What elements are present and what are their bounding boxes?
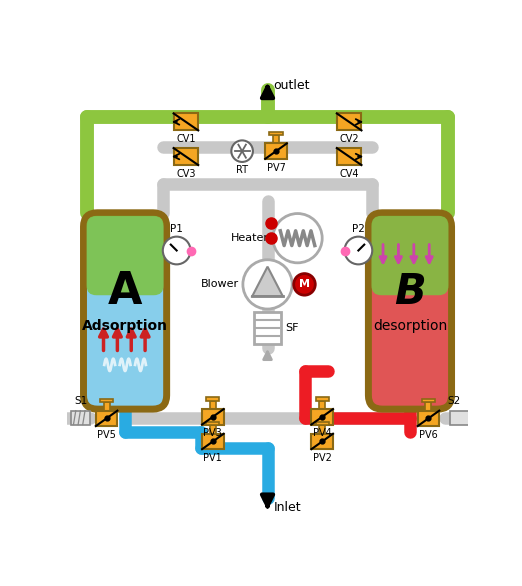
FancyBboxPatch shape: [265, 144, 287, 159]
FancyBboxPatch shape: [319, 401, 325, 409]
Text: PV4: PV4: [313, 428, 331, 438]
FancyBboxPatch shape: [425, 402, 432, 411]
Text: PV1: PV1: [204, 453, 222, 463]
Text: B: B: [394, 271, 426, 313]
FancyBboxPatch shape: [174, 114, 198, 130]
Text: Adsorption: Adsorption: [82, 319, 168, 333]
FancyBboxPatch shape: [87, 216, 163, 295]
FancyBboxPatch shape: [337, 114, 361, 130]
FancyBboxPatch shape: [202, 409, 223, 424]
Text: S2: S2: [447, 396, 460, 406]
FancyBboxPatch shape: [422, 399, 435, 402]
FancyBboxPatch shape: [84, 213, 167, 409]
FancyBboxPatch shape: [210, 425, 216, 434]
FancyBboxPatch shape: [96, 411, 117, 426]
FancyBboxPatch shape: [312, 434, 333, 449]
FancyBboxPatch shape: [210, 401, 216, 409]
Text: Blower: Blower: [201, 280, 239, 289]
FancyBboxPatch shape: [418, 411, 439, 426]
Polygon shape: [252, 267, 283, 296]
FancyBboxPatch shape: [319, 425, 325, 434]
Circle shape: [243, 260, 292, 309]
FancyBboxPatch shape: [337, 148, 361, 165]
FancyBboxPatch shape: [273, 135, 279, 144]
FancyBboxPatch shape: [103, 402, 110, 411]
Text: Heater: Heater: [231, 233, 269, 243]
Text: PV2: PV2: [313, 453, 331, 463]
FancyBboxPatch shape: [206, 422, 219, 425]
FancyBboxPatch shape: [100, 399, 113, 402]
Text: CV4: CV4: [339, 169, 359, 179]
Text: P2: P2: [352, 224, 365, 234]
FancyBboxPatch shape: [71, 411, 90, 424]
Text: S1: S1: [75, 396, 88, 406]
FancyBboxPatch shape: [316, 397, 329, 401]
FancyBboxPatch shape: [202, 434, 223, 449]
Text: P1: P1: [170, 224, 183, 234]
FancyBboxPatch shape: [174, 148, 198, 165]
FancyBboxPatch shape: [450, 411, 469, 424]
Text: M: M: [299, 280, 310, 289]
Text: CV2: CV2: [339, 134, 359, 144]
Text: PV3: PV3: [204, 428, 222, 438]
Text: PV7: PV7: [267, 163, 286, 173]
Text: outlet: outlet: [274, 79, 310, 92]
FancyBboxPatch shape: [269, 132, 282, 135]
FancyBboxPatch shape: [312, 409, 333, 424]
Circle shape: [294, 274, 315, 295]
FancyBboxPatch shape: [369, 213, 452, 409]
Text: A: A: [108, 270, 143, 313]
FancyBboxPatch shape: [316, 422, 329, 425]
Text: CV3: CV3: [176, 169, 196, 179]
Text: desorption: desorption: [373, 319, 447, 333]
Text: CV1: CV1: [176, 134, 196, 144]
FancyBboxPatch shape: [254, 312, 281, 345]
Circle shape: [273, 213, 322, 263]
FancyBboxPatch shape: [206, 397, 219, 401]
Text: SF: SF: [285, 323, 299, 333]
Text: PV5: PV5: [97, 430, 116, 440]
FancyBboxPatch shape: [372, 216, 448, 295]
Circle shape: [231, 141, 253, 162]
Circle shape: [163, 237, 191, 264]
Text: Inlet: Inlet: [274, 501, 301, 514]
Text: RT: RT: [236, 165, 248, 175]
Text: PV6: PV6: [419, 430, 438, 440]
Circle shape: [345, 237, 372, 264]
